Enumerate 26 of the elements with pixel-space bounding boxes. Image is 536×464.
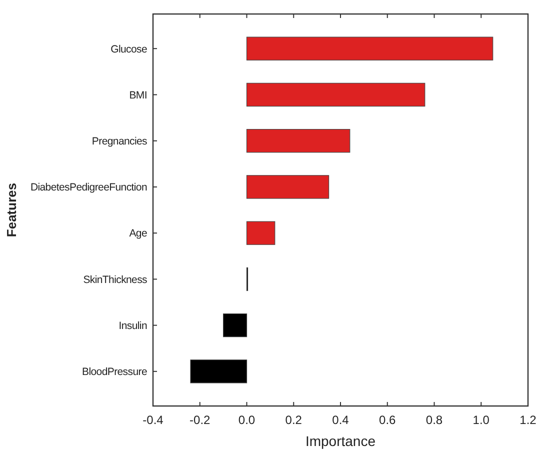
x-axis-title: Importance xyxy=(305,433,376,449)
x-tick-label: 0.4 xyxy=(332,413,350,427)
bar xyxy=(246,82,426,107)
x-tick-label: 0.6 xyxy=(379,413,396,427)
y-tick-label: BMI xyxy=(129,89,147,102)
x-tick-label: 1.0 xyxy=(472,413,490,427)
x-tick-label: 1.2 xyxy=(520,413,536,427)
y-tick-label: Glucose xyxy=(110,43,148,56)
y-tick-label: BloodPressure xyxy=(82,366,148,378)
x-tick-label: -0.2 xyxy=(190,413,211,427)
bar xyxy=(190,360,248,384)
bar xyxy=(223,313,248,338)
y-tick-label: DiabetesPedigreeFunction xyxy=(30,182,148,194)
y-axis-title: Features xyxy=(4,182,19,238)
bar xyxy=(246,36,494,60)
y-tick-label: Age xyxy=(129,228,148,240)
y-tick-label: SkinThickness xyxy=(83,274,148,286)
x-tick-label: -0.4 xyxy=(142,413,164,427)
x-tick-label: 0.0 xyxy=(238,413,256,427)
x-tick-label: 0.8 xyxy=(426,413,443,427)
bar xyxy=(246,128,350,153)
x-tick-label: 0.2 xyxy=(285,413,302,427)
y-tick-label: Pregnancies xyxy=(92,136,148,148)
y-tick-label: Insulin xyxy=(118,320,148,332)
bar xyxy=(246,221,276,245)
bar xyxy=(246,175,330,199)
